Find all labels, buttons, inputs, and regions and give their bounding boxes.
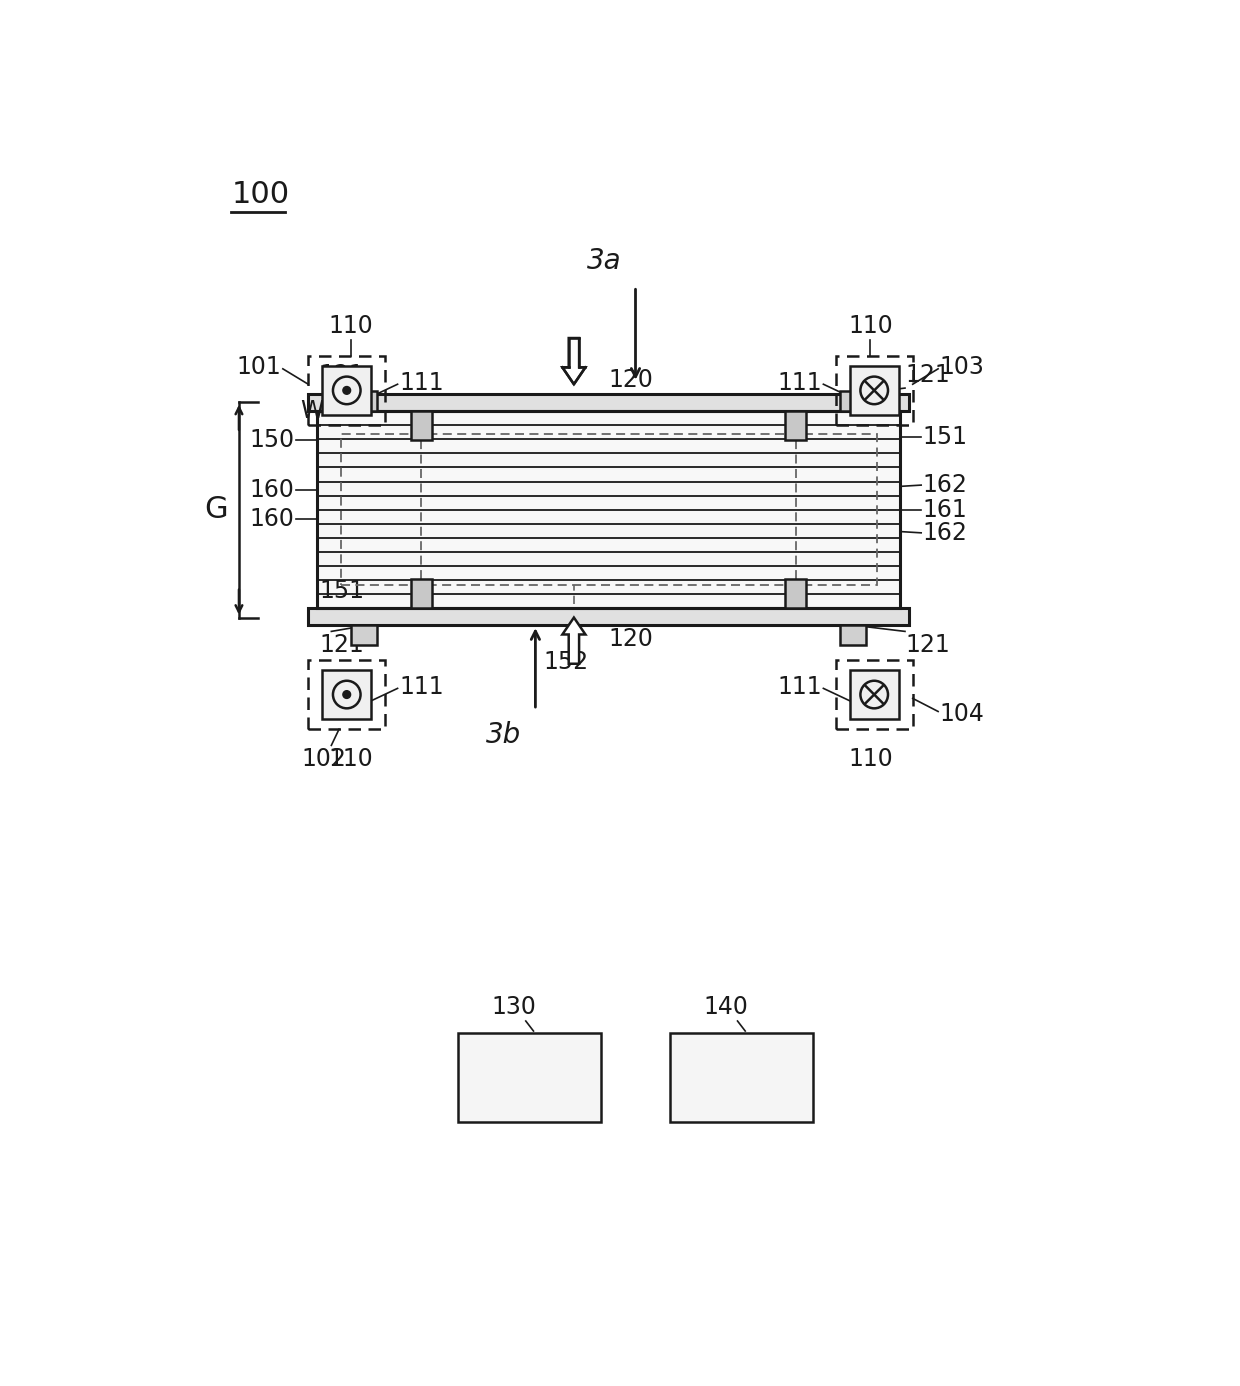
Text: 111: 111 xyxy=(399,675,444,699)
Bar xyxy=(322,669,372,719)
Text: 110: 110 xyxy=(848,315,893,338)
Bar xyxy=(849,669,899,719)
Text: 3a: 3a xyxy=(587,247,621,274)
Bar xyxy=(322,366,372,414)
Text: 150: 150 xyxy=(249,428,294,452)
Bar xyxy=(309,356,386,426)
Text: 3b: 3b xyxy=(486,722,522,750)
Text: 151: 151 xyxy=(923,424,967,449)
Bar xyxy=(309,608,909,625)
Text: W: W xyxy=(300,399,324,423)
Text: 121: 121 xyxy=(905,363,950,387)
Text: 161: 161 xyxy=(923,498,967,521)
Bar xyxy=(410,412,433,441)
Text: 151: 151 xyxy=(320,578,365,603)
Polygon shape xyxy=(563,618,585,664)
Bar xyxy=(351,625,377,646)
Bar xyxy=(309,660,386,729)
Bar xyxy=(309,394,909,412)
Text: 101: 101 xyxy=(237,355,281,380)
Bar xyxy=(836,356,913,426)
Bar xyxy=(317,412,899,608)
Bar xyxy=(785,579,806,608)
Bar xyxy=(849,366,899,414)
Text: 110: 110 xyxy=(329,747,373,771)
Circle shape xyxy=(343,690,351,699)
Polygon shape xyxy=(563,338,585,384)
Bar xyxy=(341,434,877,585)
Text: 110: 110 xyxy=(329,315,373,338)
Text: 120: 120 xyxy=(609,626,653,651)
Bar xyxy=(317,412,899,608)
Bar xyxy=(836,660,913,729)
Text: 104: 104 xyxy=(940,701,985,726)
Text: 130: 130 xyxy=(492,995,537,1020)
Bar xyxy=(785,412,806,441)
Circle shape xyxy=(343,387,351,394)
Text: 162: 162 xyxy=(923,521,967,545)
Text: 121: 121 xyxy=(320,633,365,657)
Bar xyxy=(841,625,867,646)
Bar xyxy=(410,579,433,608)
Text: 160: 160 xyxy=(249,478,294,503)
Text: 100: 100 xyxy=(231,180,289,209)
Text: 160: 160 xyxy=(249,507,294,531)
Text: 152: 152 xyxy=(543,650,589,674)
Text: 162: 162 xyxy=(923,473,967,498)
Text: 111: 111 xyxy=(777,370,822,395)
Bar xyxy=(841,391,867,412)
Text: 102: 102 xyxy=(301,747,346,771)
Text: G: G xyxy=(205,495,228,524)
Text: 121: 121 xyxy=(320,363,365,387)
Text: 120: 120 xyxy=(609,369,653,392)
Bar xyxy=(351,391,377,412)
Bar xyxy=(670,1034,812,1121)
Text: 110: 110 xyxy=(848,747,893,771)
Text: 111: 111 xyxy=(399,370,444,395)
Text: 140: 140 xyxy=(703,995,749,1020)
Bar xyxy=(459,1034,601,1121)
Text: 103: 103 xyxy=(940,355,985,380)
Text: 111: 111 xyxy=(777,675,822,699)
Text: 121: 121 xyxy=(905,633,950,657)
